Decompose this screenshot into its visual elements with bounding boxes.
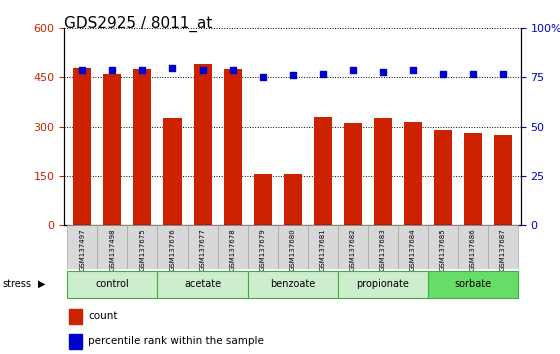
Bar — [434, 130, 452, 225]
Text: GSM137687: GSM137687 — [500, 228, 506, 271]
Bar — [188, 225, 217, 269]
Point — [78, 67, 87, 73]
Bar — [374, 118, 391, 225]
Text: GSM137498: GSM137498 — [109, 228, 115, 271]
Bar — [157, 270, 248, 298]
Bar — [97, 225, 128, 269]
Text: benzoate: benzoate — [270, 279, 315, 289]
Bar — [69, 334, 82, 349]
Bar — [398, 225, 428, 269]
Bar — [458, 225, 488, 269]
Bar — [194, 64, 212, 225]
Text: GSM137683: GSM137683 — [380, 228, 386, 271]
Text: GSM137686: GSM137686 — [470, 228, 476, 271]
Point — [498, 71, 507, 76]
Bar — [307, 225, 338, 269]
Point — [468, 71, 477, 76]
Bar — [104, 74, 122, 225]
Bar — [488, 225, 518, 269]
Point — [228, 67, 237, 73]
Bar — [428, 225, 458, 269]
Bar — [278, 225, 307, 269]
Text: propionate: propionate — [356, 279, 409, 289]
Bar — [67, 225, 97, 269]
Bar — [464, 133, 482, 225]
Text: stress: stress — [3, 279, 32, 289]
Point — [108, 67, 117, 73]
Text: sorbate: sorbate — [454, 279, 491, 289]
Bar — [217, 225, 248, 269]
Bar — [338, 225, 368, 269]
Bar — [69, 309, 82, 324]
Bar — [404, 122, 422, 225]
Bar — [157, 225, 188, 269]
Text: GSM137676: GSM137676 — [170, 228, 175, 271]
Point — [408, 67, 417, 73]
Bar — [248, 270, 338, 298]
Bar — [338, 270, 428, 298]
Bar — [254, 174, 272, 225]
Point — [348, 67, 357, 73]
Bar — [128, 225, 157, 269]
Bar — [368, 225, 398, 269]
Bar — [248, 225, 278, 269]
Text: GSM137677: GSM137677 — [199, 228, 206, 271]
Point — [198, 67, 207, 73]
Point — [288, 73, 297, 78]
Bar — [428, 270, 518, 298]
Text: GSM137679: GSM137679 — [260, 228, 265, 271]
Text: GSM137497: GSM137497 — [80, 228, 86, 271]
Text: GSM137678: GSM137678 — [230, 228, 236, 271]
Text: count: count — [88, 311, 118, 321]
Text: GSM137684: GSM137684 — [410, 228, 416, 271]
Text: acetate: acetate — [184, 279, 221, 289]
Bar — [283, 174, 302, 225]
Text: percentile rank within the sample: percentile rank within the sample — [88, 336, 264, 347]
Bar — [344, 123, 362, 225]
Text: GSM137685: GSM137685 — [440, 228, 446, 271]
Text: control: control — [96, 279, 129, 289]
Text: GSM137682: GSM137682 — [349, 228, 356, 271]
Point — [258, 75, 267, 80]
Text: GSM137681: GSM137681 — [320, 228, 325, 271]
Bar — [223, 69, 241, 225]
Bar — [314, 117, 332, 225]
Point — [378, 69, 387, 74]
Bar — [67, 270, 157, 298]
Text: GSM137675: GSM137675 — [139, 228, 146, 271]
Point — [168, 65, 177, 70]
Bar — [494, 135, 512, 225]
Point — [318, 71, 327, 76]
Text: ▶: ▶ — [38, 279, 45, 289]
Point — [438, 71, 447, 76]
Point — [138, 67, 147, 73]
Text: GDS2925 / 8011_at: GDS2925 / 8011_at — [64, 16, 213, 32]
Text: GSM137680: GSM137680 — [290, 228, 296, 271]
Bar — [164, 118, 181, 225]
Bar — [73, 68, 91, 225]
Bar — [133, 69, 151, 225]
